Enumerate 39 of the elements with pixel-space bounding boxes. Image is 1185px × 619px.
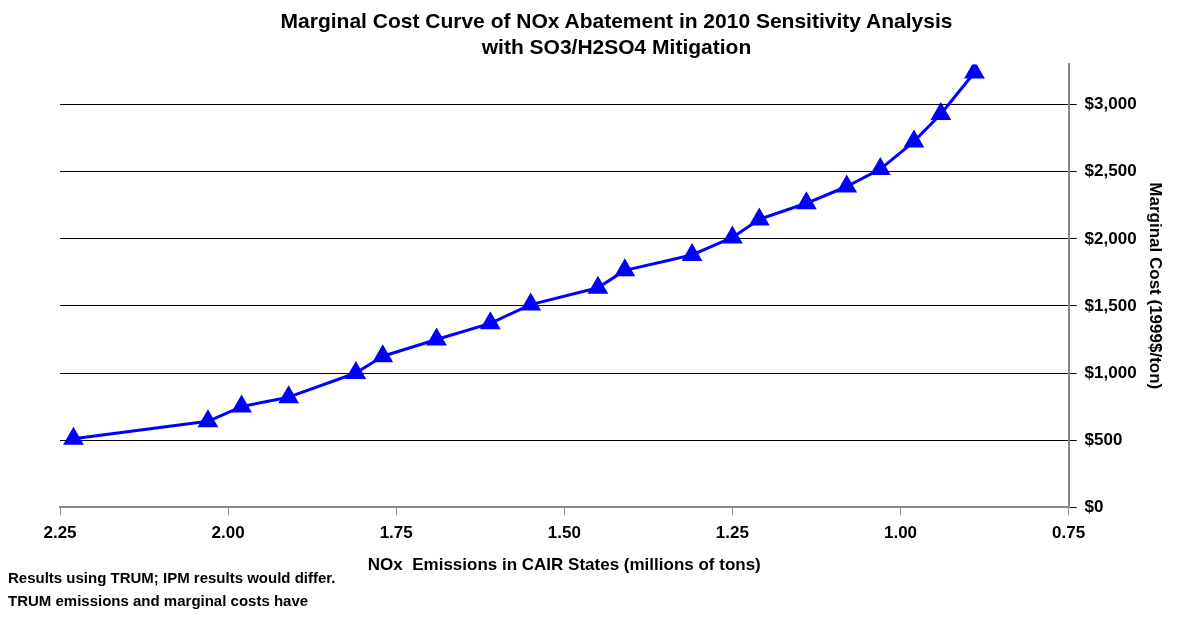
x-tick-label: 1.25	[715, 523, 749, 543]
point	[279, 386, 298, 404]
point	[750, 208, 769, 226]
point	[931, 103, 951, 121]
point	[64, 428, 83, 445]
text: TRUM emissions and marginal costs have	[8, 591, 310, 611]
y2-axis-title: Marginal Cost (1999$/ton)	[1146, 182, 1166, 390]
y2-tick-label: $1,000	[1084, 362, 1137, 382]
x-tick-label: 2.25	[43, 523, 77, 543]
point	[427, 328, 446, 346]
x-tick-label: 1.00	[883, 523, 918, 543]
point	[682, 244, 702, 261]
point	[232, 396, 251, 413]
y2-tick-label: $2,000	[1084, 228, 1137, 248]
point	[871, 158, 890, 176]
point	[615, 259, 635, 277]
point	[198, 410, 218, 428]
x-tick-label: 2.00	[211, 523, 245, 543]
y2-tick-label: $3,000	[1084, 94, 1137, 114]
x-tick-label: 1.75	[379, 523, 413, 543]
chart-title: Marginal Cost Curve of NOx Abatement in 2010 Sensitivity Analysis with SO3/H2SO4 Mitigation	[280, 9, 953, 58]
point	[797, 192, 816, 210]
point	[373, 345, 393, 363]
y2-tick-label: $1,500	[1084, 295, 1137, 315]
point	[837, 176, 857, 193]
point	[521, 294, 540, 311]
point	[346, 362, 366, 380]
point	[588, 277, 608, 294]
text: Results using TRUM; IPM results would differ.	[8, 568, 336, 588]
x-tick-label: 0.75	[1052, 523, 1086, 543]
x-axis-title: NOx Emissions in CAIR States (millions of tons)	[367, 555, 761, 575]
point	[723, 227, 742, 244]
point	[965, 64, 984, 79]
point	[904, 131, 924, 148]
point	[481, 312, 500, 330]
x-tick-label: 1.50	[547, 523, 581, 543]
y2-tick-label: $500	[1084, 429, 1123, 449]
y2-tick-label: $2,500	[1084, 161, 1137, 181]
y2-tick-label: $0	[1084, 496, 1104, 516]
